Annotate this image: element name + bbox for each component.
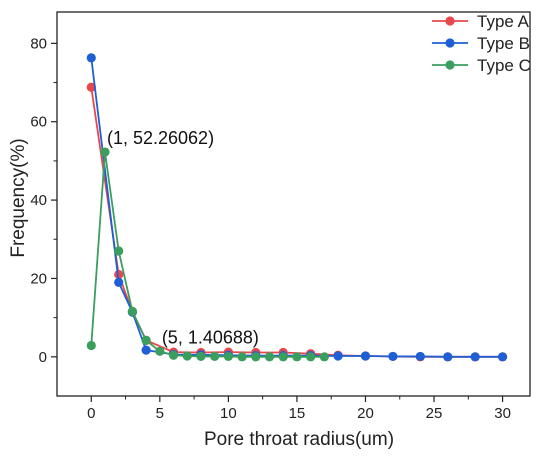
y-tick-label: 20: [30, 270, 47, 287]
x-tick-label: 10: [220, 405, 237, 422]
series-layer: [86, 53, 508, 362]
legend-marker: [445, 60, 455, 70]
data-label: (5, 1.40688): [162, 327, 259, 347]
data-point: [292, 352, 302, 362]
annotation-layer: (1, 52.26062) (5, 1.40688): [107, 128, 259, 347]
y-tick-label: 80: [30, 35, 47, 52]
data-label: (1, 52.26062): [107, 128, 214, 148]
legend-item: Type C: [432, 56, 531, 75]
x-tick-label: 0: [87, 405, 95, 422]
x-axis: 0 5 10 15 20 25 30: [87, 396, 511, 422]
series-type-c: [86, 147, 329, 362]
data-point: [86, 82, 96, 92]
data-point: [333, 351, 343, 361]
data-point: [114, 277, 124, 287]
data-point: [127, 306, 138, 316]
data-point: [237, 352, 247, 362]
data-point: [100, 147, 110, 157]
y-tick-label: 60: [30, 114, 47, 131]
x-tick-label: 30: [494, 405, 511, 422]
series-type-a: [86, 82, 508, 362]
y-tick-label: 0: [39, 349, 47, 366]
data-point: [278, 352, 288, 362]
legend-label: Type C: [477, 56, 531, 75]
data-point: [114, 269, 124, 280]
legend-label: Type A: [477, 12, 530, 31]
data-point: [210, 351, 220, 362]
legend-label: Type B: [477, 34, 530, 53]
data-point: [319, 352, 329, 362]
data-point: [415, 351, 425, 362]
data-point: [182, 351, 192, 361]
data-point: [251, 352, 261, 362]
x-axis-title: Pore throat radius(um): [204, 429, 394, 450]
data-point: [306, 352, 316, 362]
plot-border: [56, 11, 531, 397]
y-axis-title: Frequency(%): [8, 138, 29, 257]
data-point: [168, 350, 179, 360]
data-point: [196, 351, 206, 362]
data-point: [497, 352, 508, 362]
legend-marker: [445, 16, 455, 26]
x-tick-label: 25: [426, 405, 443, 422]
data-point: [114, 246, 124, 256]
x-tick-label: 15: [289, 405, 306, 422]
data-point: [155, 346, 165, 356]
data-point: [470, 352, 480, 362]
data-point: [141, 345, 151, 355]
y-axis: 0 20 40 60 80: [30, 35, 57, 366]
series-type-b: [86, 53, 508, 362]
data-point: [86, 53, 96, 63]
x-tick-label: 20: [357, 405, 374, 422]
plot-area: [56, 11, 531, 397]
data-point: [141, 335, 151, 345]
legend: Type A Type B Type C: [432, 12, 531, 75]
legend-item: Type A: [432, 12, 530, 31]
data-point: [86, 340, 96, 351]
data-point: [443, 352, 453, 362]
legend-item: Type B: [432, 34, 530, 53]
x-tick-label: 5: [156, 405, 164, 422]
series-line: [90, 57, 503, 358]
data-point: [223, 351, 233, 362]
data-point: [264, 352, 275, 362]
series-line: [90, 151, 325, 358]
y-tick-label: 40: [30, 192, 47, 209]
data-point: [360, 351, 371, 361]
legend-marker: [445, 38, 455, 48]
data-point: [388, 351, 398, 362]
